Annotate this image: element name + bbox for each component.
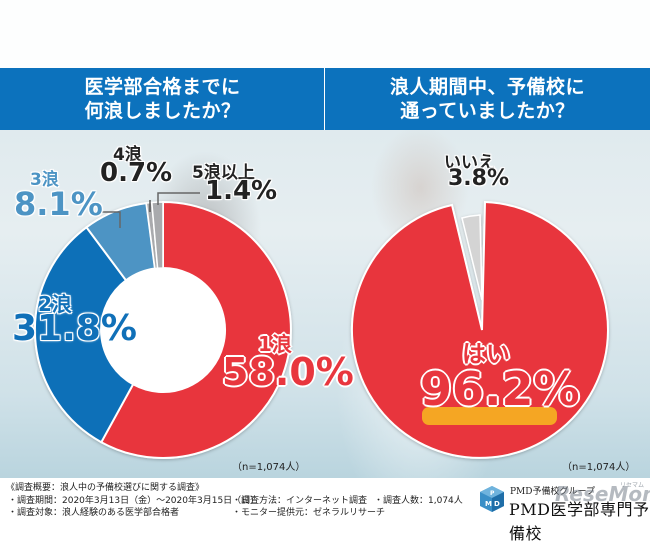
survey-count: ・調査人数：1,074人 [374, 496, 463, 506]
right-chart-title: 浪人期間中、予備校に 通っていましたか？ [325, 68, 650, 130]
survey-provider: ・モニター提供元：ゼネラルリサーチ [232, 508, 386, 518]
highlight-bar [422, 407, 557, 425]
logo-group-name: PMD予備校グループ [510, 487, 595, 497]
label-1-ronin-percent: 58.0% [222, 350, 354, 394]
watermark-sub: リセマム [620, 482, 645, 489]
donut-chart-left [33, 200, 292, 459]
label-2-ronin-category: 2浪 [38, 292, 72, 316]
left-sample-size: （n=1,074人） [232, 462, 306, 473]
pmd-logo-icon: M D P [480, 486, 504, 512]
survey-target: ・調査対象：浪人経験のある医学部合格者 [8, 508, 180, 518]
label-no-percent: 3.8% [448, 166, 510, 191]
right-sample-size: （n=1,074人） [562, 462, 636, 473]
label-5plus-ronin-category: 5浪以上 [192, 163, 255, 183]
survey-heading: 《調査概要：浪人中の予備校選びに関する調査》 [6, 483, 205, 493]
label-3-ronin-percent: 8.1% [14, 185, 103, 223]
leader-line-3-ronin [95, 211, 121, 228]
charts-svg [33, 192, 609, 459]
slice-yes [351, 200, 609, 459]
slice-no [461, 214, 483, 301]
label-yes-category: はい [462, 340, 510, 368]
label-3-ronin-category: 3浪 [30, 170, 59, 190]
donut-hole [101, 268, 225, 392]
label-yes-percent: 96.2% [420, 362, 580, 416]
leader-line-5plus-ronin [157, 192, 200, 205]
right-title-line2: 通っていましたか？ [400, 100, 575, 122]
label-1-ronin-category: 1浪 [258, 332, 292, 356]
label-5plus-ronin-percent: 1.4% [205, 176, 278, 206]
label-no-category: いいえ [444, 153, 495, 173]
svg-text:P: P [490, 490, 495, 497]
pie-chart-right [351, 200, 609, 459]
survey-method: ・調査方法：インターネット調査 [232, 496, 368, 506]
footer [0, 478, 650, 520]
right-title-line1: 浪人期間中、予備校に [389, 76, 585, 98]
left-title-line2: 何浪しましたか？ [84, 100, 241, 122]
svg-text:M: M [485, 500, 492, 508]
label-4-ronin-category: 4浪 [113, 145, 142, 165]
top-blank-area [0, 0, 650, 68]
label-4-ronin-percent: 0.7% [100, 158, 173, 188]
left-title-line1: 医学部合格までに [84, 76, 241, 98]
svg-text:D: D [494, 500, 500, 508]
survey-period: ・調査期間：2020年3月13日（金）～2020年3月15日（日） [8, 496, 260, 506]
watermark: ReseMom [555, 482, 650, 506]
left-chart-title: 医学部合格までに 何浪しましたか？ [0, 68, 325, 130]
label-2-ronin-percent: 31.8% [12, 308, 137, 349]
